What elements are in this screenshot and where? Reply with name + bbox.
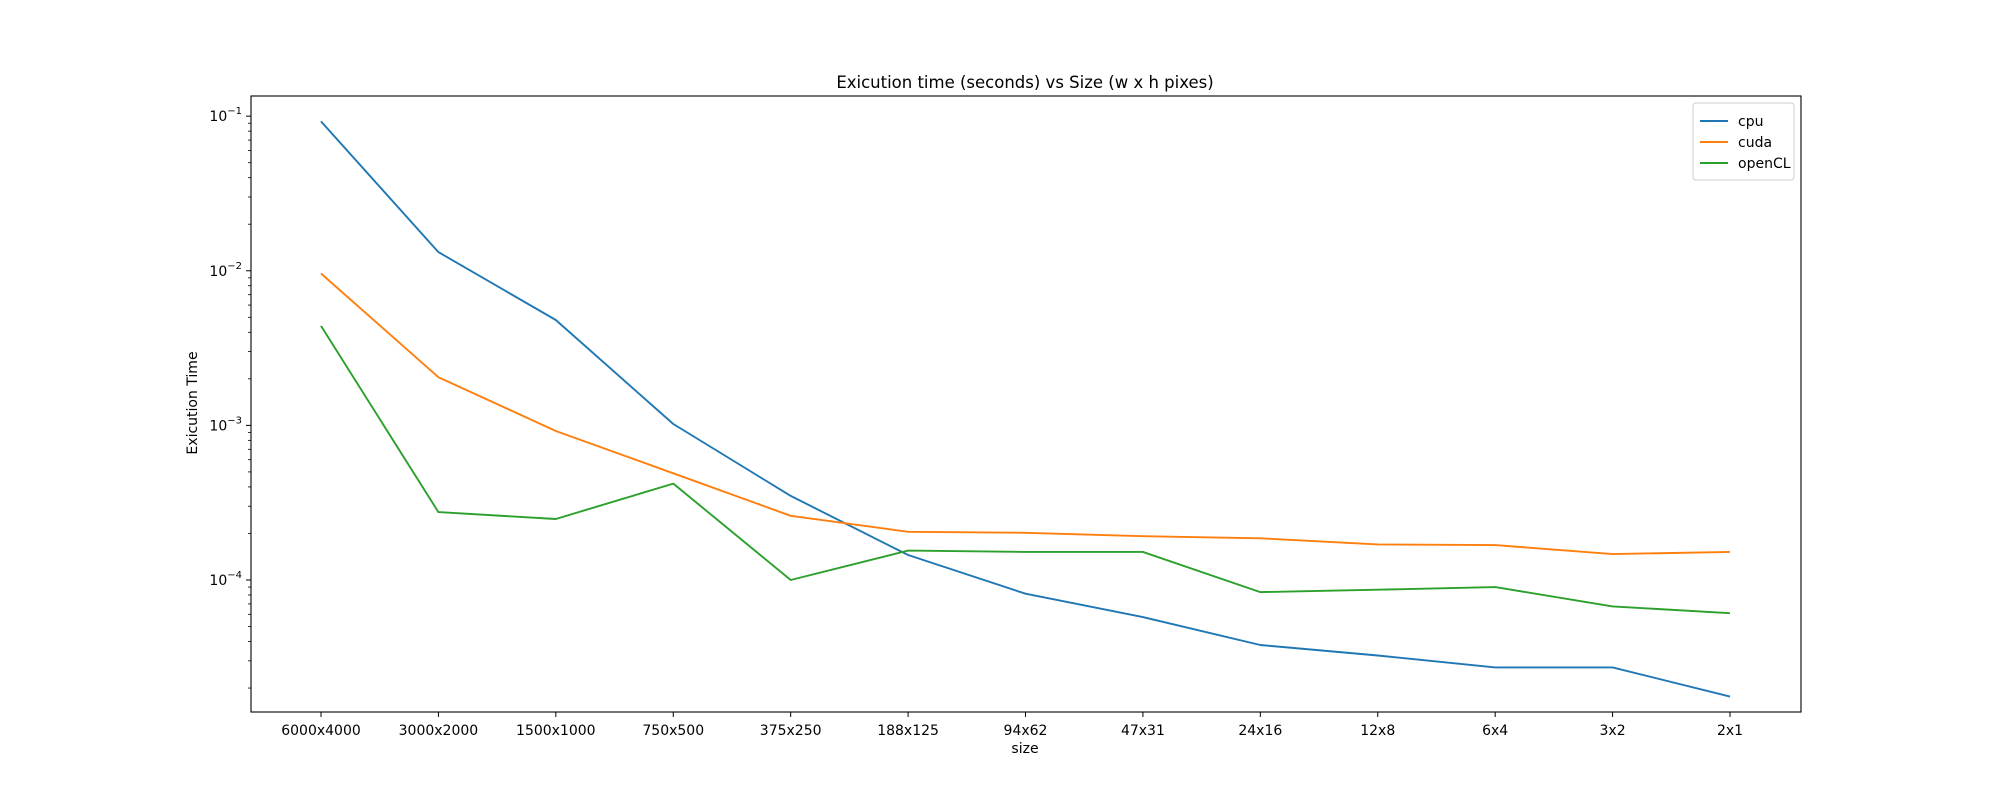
x-tick-label: 3x2: [1600, 723, 1626, 739]
x-axis-ticks: 6000x4000 3000x2000 1500x1000 750x500 375x25…: [281, 712, 1743, 739]
x-tick-label: 1500x1000: [516, 723, 596, 739]
legend: cpu cuda openCL: [1692, 102, 1795, 181]
series-line-cuda: [320, 272, 1731, 556]
x-axis-label: size: [1011, 741, 1038, 757]
y-tick-label: 10−4: [209, 570, 242, 589]
x-tick-label: 47x31: [1121, 723, 1165, 739]
series-line-cpu: [320, 120, 1731, 698]
y-tick-label: 10−2: [209, 261, 242, 280]
series-line-openCL: [320, 325, 1731, 615]
y-axis-label: Exicution Time: [185, 351, 201, 454]
x-tick-label: 2x1: [1717, 723, 1743, 739]
y-tick-label: 10−3: [209, 415, 242, 434]
x-tick-label: 24x16: [1238, 723, 1282, 739]
x-tick-label: 3000x2000: [399, 723, 479, 739]
y-tick-label: 10−1: [209, 106, 242, 125]
x-tick-label: 750x500: [642, 723, 704, 739]
x-tick-label: 12x8: [1360, 723, 1395, 739]
legend-label-cpu: cpu: [1738, 114, 1763, 130]
chart-title: Exicution time (seconds) vs Size (w x h …: [836, 73, 1213, 92]
x-tick-label: 94x62: [1004, 723, 1048, 739]
legend-label-openCL: openCL: [1738, 156, 1791, 172]
x-tick-label: 375x250: [760, 723, 822, 739]
legend-box: [1692, 102, 1795, 181]
plot-frame: [250, 95, 1802, 713]
x-tick-label: 188x125: [877, 723, 939, 739]
series-layer: [320, 120, 1731, 698]
x-tick-label: 6000x4000: [281, 723, 361, 739]
legend-label-cuda: cuda: [1738, 135, 1772, 151]
x-tick-label: 6x4: [1482, 723, 1508, 739]
